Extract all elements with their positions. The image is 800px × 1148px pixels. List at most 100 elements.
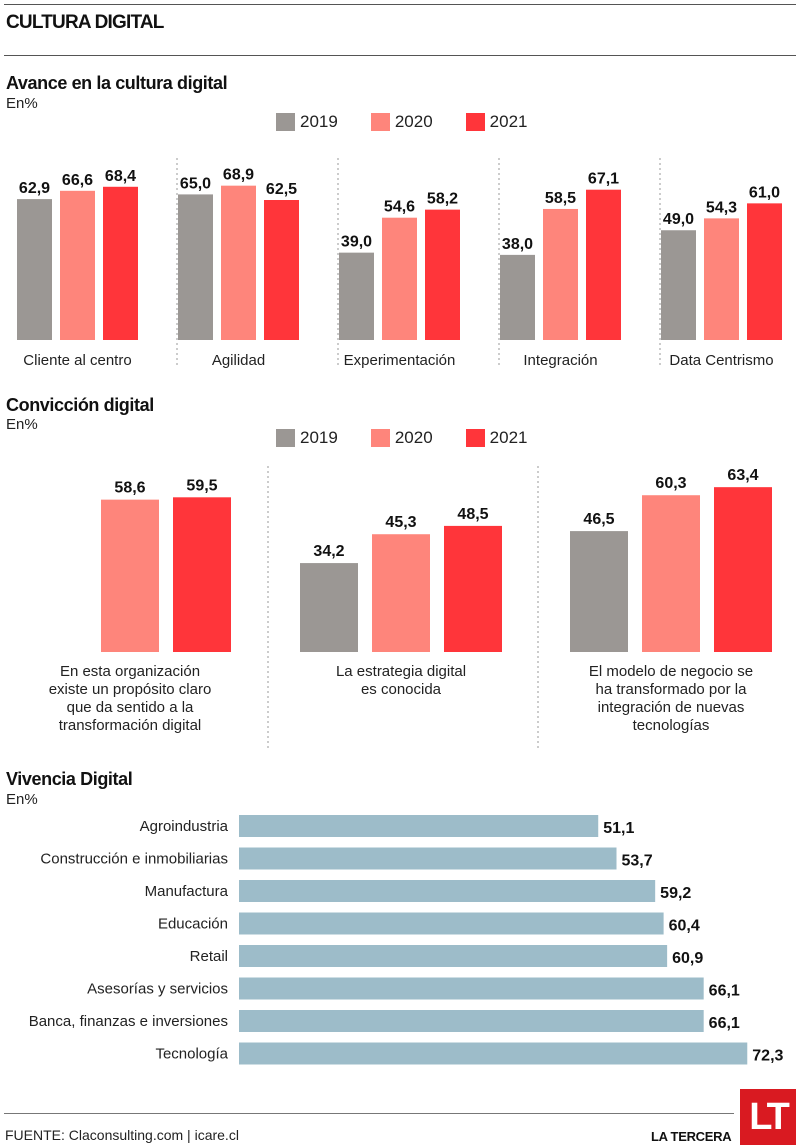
bar-2020	[642, 495, 700, 652]
category-label: es conocida	[361, 681, 442, 698]
category-label: Data Centrismo	[669, 352, 773, 369]
bar-2020	[101, 499, 159, 652]
legend-label: 2020	[394, 428, 433, 447]
legend-item-2019: 2019	[276, 112, 338, 132]
legend-swatch-2019	[276, 113, 295, 131]
category-label: existe un propósito claro	[49, 681, 212, 698]
bar-2020	[704, 218, 739, 340]
bar-2021	[747, 203, 782, 340]
category-label: Tecnología	[155, 1046, 228, 1063]
bar-2020	[372, 534, 430, 652]
category-label: Agroindustria	[140, 818, 229, 835]
bar-value-label: 66,1	[709, 1015, 740, 1032]
legend-swatch-2021	[465, 429, 485, 447]
category-label: tecnologías	[633, 717, 710, 734]
bar-value-label: 59,5	[186, 477, 217, 494]
page-title: CULTURA DIGITAL	[6, 12, 164, 33]
bar-2019	[570, 531, 628, 652]
category-label: Construcción e inmobiliarias	[40, 851, 228, 868]
bar-value-label: 60,4	[669, 918, 700, 935]
category-label: Integración	[523, 352, 597, 369]
bar-2019	[300, 563, 358, 652]
bar-value-label: 58,2	[427, 191, 458, 208]
bar-value-label: 66,1	[709, 983, 740, 1000]
bar-value-label: 63,4	[727, 467, 758, 484]
legend-label: 2021	[489, 428, 528, 447]
bar-value-label: 54,6	[384, 199, 415, 216]
legend-swatch-2021	[465, 113, 485, 131]
brand-name: LA TERCERA	[651, 1129, 732, 1144]
bar-value-label: 72,3	[752, 1048, 783, 1065]
chart3-vivencia-digital: Agroindustria 51,1 Construcción e inmobili…	[29, 815, 784, 1065]
chart1-legend: 2019 2020 2021	[276, 112, 560, 132]
bar-2020	[60, 190, 95, 340]
legend-label: 2020	[394, 112, 433, 131]
hbar	[239, 880, 656, 902]
category-label: Retail	[190, 948, 228, 965]
hbar	[239, 815, 599, 837]
category-label: Cliente al centro	[23, 352, 131, 369]
bar-2020	[382, 217, 417, 340]
hbar	[239, 912, 664, 935]
bar-value-label: 48,5	[457, 506, 488, 523]
bar-value-label: 51,1	[603, 820, 634, 837]
legend-swatch-2019	[276, 429, 295, 447]
category-label: Banca, finanzas e inversiones	[29, 1013, 228, 1030]
bar-value-label: 53,7	[622, 853, 653, 870]
bar-2019	[339, 252, 374, 340]
bar-value-label: 67,1	[588, 171, 619, 188]
category-label: Manufactura	[145, 883, 229, 900]
source-credit: FUENTE: Claconsulting.com | icare.cl	[5, 1127, 239, 1143]
bar-2021	[173, 497, 231, 652]
bar-value-label: 58,6	[114, 480, 145, 497]
bar-value-label: 39,0	[341, 234, 372, 251]
legend-item-2019: 2019	[276, 428, 338, 448]
category-label: El modelo de negocio se	[589, 663, 753, 680]
chart1-subtitle: En%	[6, 95, 38, 112]
bar-2021	[425, 209, 460, 340]
bar-value-label: 60,3	[655, 475, 686, 492]
hbar	[239, 977, 704, 1000]
category-label: integración de nuevas	[598, 699, 745, 716]
chart2-title: Convicción digital	[6, 395, 154, 415]
bar-value-label: 38,0	[502, 236, 533, 253]
legend-label: 2019	[300, 428, 338, 447]
bar-2021	[586, 189, 621, 340]
bar-value-label: 68,9	[223, 167, 254, 184]
bar-2020	[221, 185, 256, 340]
hbar	[239, 1042, 748, 1065]
bar-2020	[543, 208, 578, 340]
top-rule	[4, 4, 796, 5]
chart2-subtitle: En%	[6, 416, 38, 433]
bar-value-label: 66,6	[62, 172, 93, 189]
bar-value-label: 60,9	[672, 950, 703, 967]
chart3-title: Vivencia Digital	[6, 769, 133, 789]
bar-value-label: 34,2	[313, 543, 344, 560]
bar-2021	[444, 525, 502, 652]
bar-value-label: 62,9	[19, 180, 50, 197]
bar-2021	[103, 186, 138, 340]
legend-item-2021: 2021	[465, 428, 528, 448]
category-label: Educación	[158, 916, 228, 933]
bar-value-label: 45,3	[385, 514, 416, 531]
hbar	[239, 945, 668, 967]
category-label: transformación digital	[59, 717, 202, 734]
hbar	[239, 1010, 704, 1032]
bar-value-label: 62,5	[266, 181, 297, 198]
chart3-subtitle: En%	[6, 791, 38, 808]
legend-item-2021: 2021	[465, 112, 528, 132]
category-label: ha transformado por la	[596, 681, 748, 698]
category-label: En esta organización	[60, 663, 200, 680]
legend-label: 2021	[489, 112, 528, 131]
bar-value-label: 61,0	[749, 184, 780, 201]
legend-item-2020: 2020	[370, 428, 433, 448]
bar-value-label: 54,3	[706, 199, 737, 216]
legend-swatch-2020	[370, 113, 390, 131]
legend-swatch-2020	[370, 429, 390, 447]
bar-2019	[17, 199, 52, 340]
la-tercera-logo: LT	[740, 1089, 796, 1145]
bar-2021	[714, 487, 772, 652]
bar-2021	[264, 200, 299, 340]
hbar	[239, 847, 617, 870]
